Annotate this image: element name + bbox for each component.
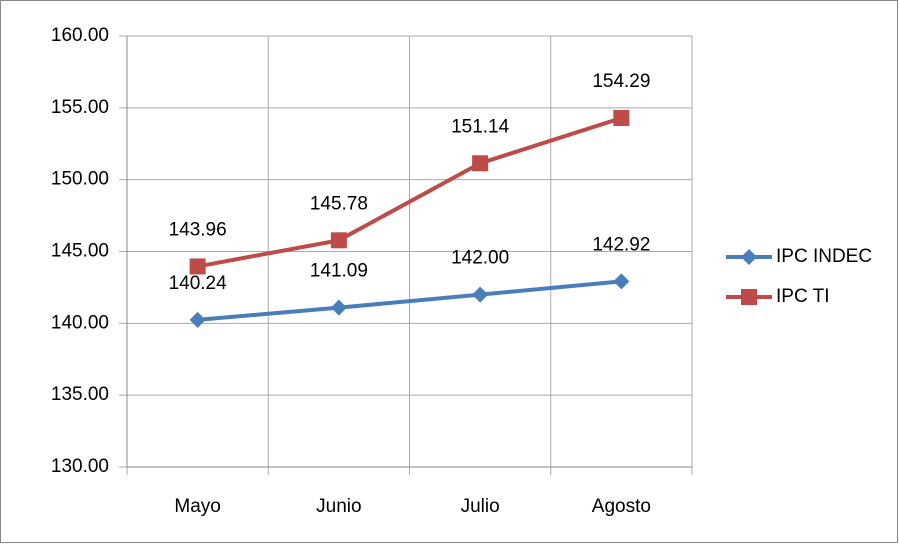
- legend-label: IPC INDEC: [776, 246, 872, 267]
- data-point: [472, 155, 489, 172]
- legend-marker: [741, 289, 757, 305]
- x-tick-label: Agosto: [592, 496, 651, 517]
- x-tick-label: Mayo: [174, 496, 220, 517]
- y-tick-label: 140.00: [51, 312, 109, 333]
- x-tick-label: Julio: [461, 496, 500, 517]
- legend-marker: [741, 249, 757, 265]
- data-label: 142.00: [451, 248, 509, 269]
- y-tick-label: 150.00: [51, 169, 109, 190]
- data-point: [472, 286, 489, 303]
- x-tick-label: Junio: [316, 496, 361, 517]
- data-label: 145.78: [310, 193, 368, 214]
- series-line: [197, 116, 622, 269]
- y-tick-label: 160.00: [51, 25, 109, 46]
- data-point: [189, 258, 206, 275]
- y-tick-label: 135.00: [51, 384, 109, 405]
- data-point: [613, 110, 630, 127]
- y-tick-label: 145.00: [51, 241, 109, 262]
- data-label: 143.96: [169, 219, 227, 240]
- data-point: [189, 311, 206, 328]
- data-point: [330, 299, 347, 316]
- data-point: [330, 232, 347, 249]
- series-line: [197, 279, 622, 322]
- data-label: 140.24: [169, 273, 228, 294]
- data-label: 154.29: [592, 71, 650, 92]
- y-tick-label: 130.00: [51, 456, 109, 477]
- data-label: 142.92: [592, 234, 650, 255]
- legend-label: IPC TI: [776, 286, 830, 307]
- data-label: 141.09: [310, 261, 368, 282]
- y-tick-label: 155.00: [51, 97, 109, 118]
- data-label: 151.14: [451, 116, 510, 137]
- data-point: [613, 273, 630, 290]
